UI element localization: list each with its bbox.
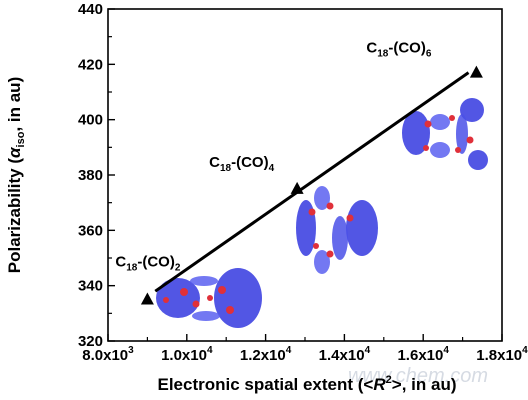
data-point-label: C18-(CO)6	[366, 40, 431, 60]
x-tick-label: 1.0x104	[161, 345, 213, 364]
data-point-triangle	[290, 181, 304, 194]
y-axis-title-symbol: α	[5, 146, 24, 158]
x-tick-label: 1.4x104	[319, 345, 371, 364]
y-tick-label: 340	[78, 278, 103, 295]
x-axis-title-part: >, in au)	[392, 375, 457, 394]
y-axis-title-part: , in au)	[5, 77, 24, 132]
y-axis-title: Polarizability (αiso, in au)	[5, 77, 27, 273]
y-tick-label: 320	[78, 333, 103, 350]
data-point-triangle	[469, 65, 483, 78]
watermark: www.chem.com	[348, 365, 488, 387]
y-tick-label: 380	[78, 167, 103, 184]
molecule-c18-co4-image	[296, 186, 378, 274]
y-axis-title-part: Polarizability (	[5, 158, 24, 274]
data-point-label: C18-(CO)4	[209, 154, 274, 174]
x-axis-title-part: Electronic spatial extent (<	[157, 375, 373, 394]
data-point-label: C18-(CO)2	[115, 254, 180, 274]
data-point-triangle	[140, 292, 154, 305]
y-tick-label: 420	[78, 56, 103, 73]
y-tick-label: 360	[78, 222, 103, 239]
x-axis-title-symbol: R	[373, 375, 386, 394]
x-axis-title-superscript: 2	[386, 374, 392, 386]
molecule-c18-co6-image	[402, 98, 488, 170]
y-tick-label: 440	[78, 1, 103, 18]
x-axis-title: Electronic spatial extent (<R2>, in au)	[157, 374, 456, 394]
x-tick-label: 8.0x103	[82, 345, 134, 364]
x-tick-label: 1.6x104	[397, 345, 449, 364]
series-line	[154, 71, 470, 293]
y-axis-title-subscript: iso	[15, 131, 27, 147]
y-tick-label: 400	[78, 112, 103, 129]
x-tick-label: 1.2x104	[240, 345, 292, 364]
molecule-c18-co2-image	[156, 268, 262, 328]
x-tick-label: 1.8x104	[476, 345, 528, 364]
